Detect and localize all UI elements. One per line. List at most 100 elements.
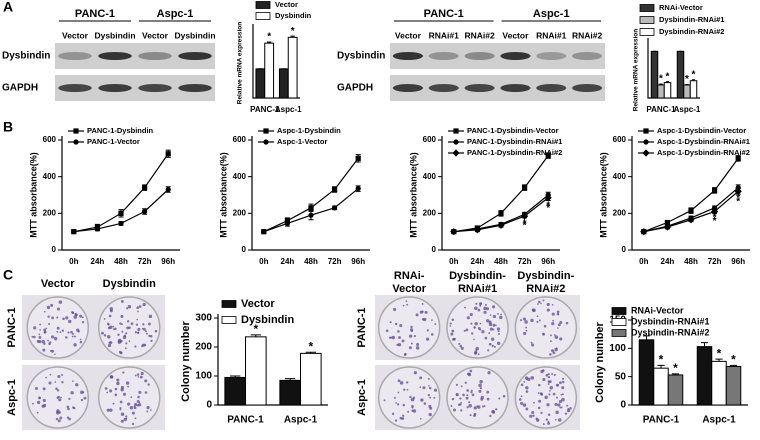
colony: [68, 397, 71, 400]
colony: [547, 373, 550, 376]
legend-label: Aspc-1-Dysbindin-RNAi#2: [657, 148, 750, 157]
colony: [130, 396, 133, 399]
y-tick-label: 200: [613, 208, 627, 217]
colony: [533, 401, 535, 404]
colony: [108, 314, 112, 318]
colony: [481, 330, 485, 334]
colony: [555, 410, 559, 415]
colony: [492, 314, 497, 319]
colony: [499, 315, 503, 320]
colony: [450, 332, 454, 336]
x-tick-label: 48h: [494, 257, 508, 266]
colony: [38, 333, 41, 336]
colony: [470, 389, 473, 392]
error-bar: [665, 81, 670, 83]
colony: [398, 336, 401, 339]
colony: [523, 380, 526, 383]
colony: [50, 303, 54, 307]
colony: [469, 369, 473, 373]
column-label: RNAi#1: [458, 283, 497, 295]
y-axis-title: Relative mRNA expression: [237, 22, 244, 105]
blot-band: [464, 84, 495, 92]
colony: [425, 337, 430, 341]
y-axis-title: MTT absorbance(%): [28, 152, 38, 238]
colony: [406, 303, 409, 306]
y-axis-title: Relative mRNA expression: [633, 29, 640, 112]
colony: [136, 404, 140, 407]
colony: [138, 390, 142, 394]
legend-label: Dysbindin-RNAi#2: [659, 27, 724, 36]
colony: [399, 381, 404, 385]
colony: [127, 305, 132, 309]
colony: [415, 313, 419, 317]
colony: [120, 385, 125, 390]
blot-band: [138, 84, 172, 92]
colony: [559, 337, 563, 341]
colony: [518, 398, 522, 401]
colony: [471, 393, 475, 397]
blot-band: [98, 84, 132, 92]
colony: [550, 334, 552, 337]
colony: [455, 393, 458, 396]
colony: [532, 414, 535, 417]
colony: [558, 400, 562, 404]
blot-header: PANC-1: [424, 8, 464, 20]
colony: [49, 373, 52, 376]
colony: [520, 395, 523, 398]
legend-label: Dysbindin-RNAi#1: [631, 316, 710, 326]
significance: *: [308, 339, 313, 353]
blot-band: [98, 52, 132, 60]
colony: [485, 319, 490, 323]
colony: [561, 393, 564, 396]
colony: [104, 387, 108, 390]
colony: [561, 397, 565, 402]
colony: [556, 312, 560, 316]
colony: [42, 398, 46, 403]
colony: [536, 320, 539, 323]
point: [735, 155, 741, 161]
colony: [522, 317, 527, 321]
colony: [83, 396, 87, 400]
colony: [42, 348, 46, 352]
x-tick-label: 0h: [639, 257, 648, 266]
legend-label: Dysbindin-RNAi#1: [659, 15, 724, 24]
point: [355, 155, 361, 161]
point: [643, 139, 649, 145]
legend-swatch: [611, 318, 627, 326]
colony: [136, 318, 138, 321]
colony: [497, 330, 500, 333]
colony: [415, 346, 420, 350]
colony: [54, 381, 57, 383]
colony: [43, 331, 46, 334]
lane-label: RNAi#2: [572, 30, 603, 40]
legend-label: RNAi-Vector: [659, 3, 703, 12]
colony: [429, 386, 432, 390]
colony: [56, 389, 60, 392]
point: [73, 139, 79, 145]
panel-label: C: [3, 267, 13, 283]
colony: [145, 330, 147, 333]
colony: [486, 390, 490, 394]
error-bar: [729, 364, 738, 367]
colony: [57, 374, 61, 379]
colony: [410, 342, 413, 345]
y-tick-label: 0: [622, 245, 627, 254]
colony: [36, 400, 41, 405]
colony: [538, 399, 542, 403]
colony: [459, 397, 462, 400]
colony: [546, 302, 550, 307]
colony: [486, 307, 490, 311]
x-tick-label: PANC-1: [643, 415, 680, 426]
colony: [408, 334, 413, 338]
blot-band: [428, 52, 459, 60]
colony: [397, 379, 401, 383]
colony: [535, 417, 538, 420]
colony: [108, 341, 111, 344]
colony: [395, 402, 398, 404]
colony: [492, 410, 495, 414]
colony: [489, 314, 492, 316]
colony: [496, 341, 501, 345]
colony: [552, 351, 556, 355]
point: [522, 185, 528, 191]
colony: [399, 416, 403, 420]
